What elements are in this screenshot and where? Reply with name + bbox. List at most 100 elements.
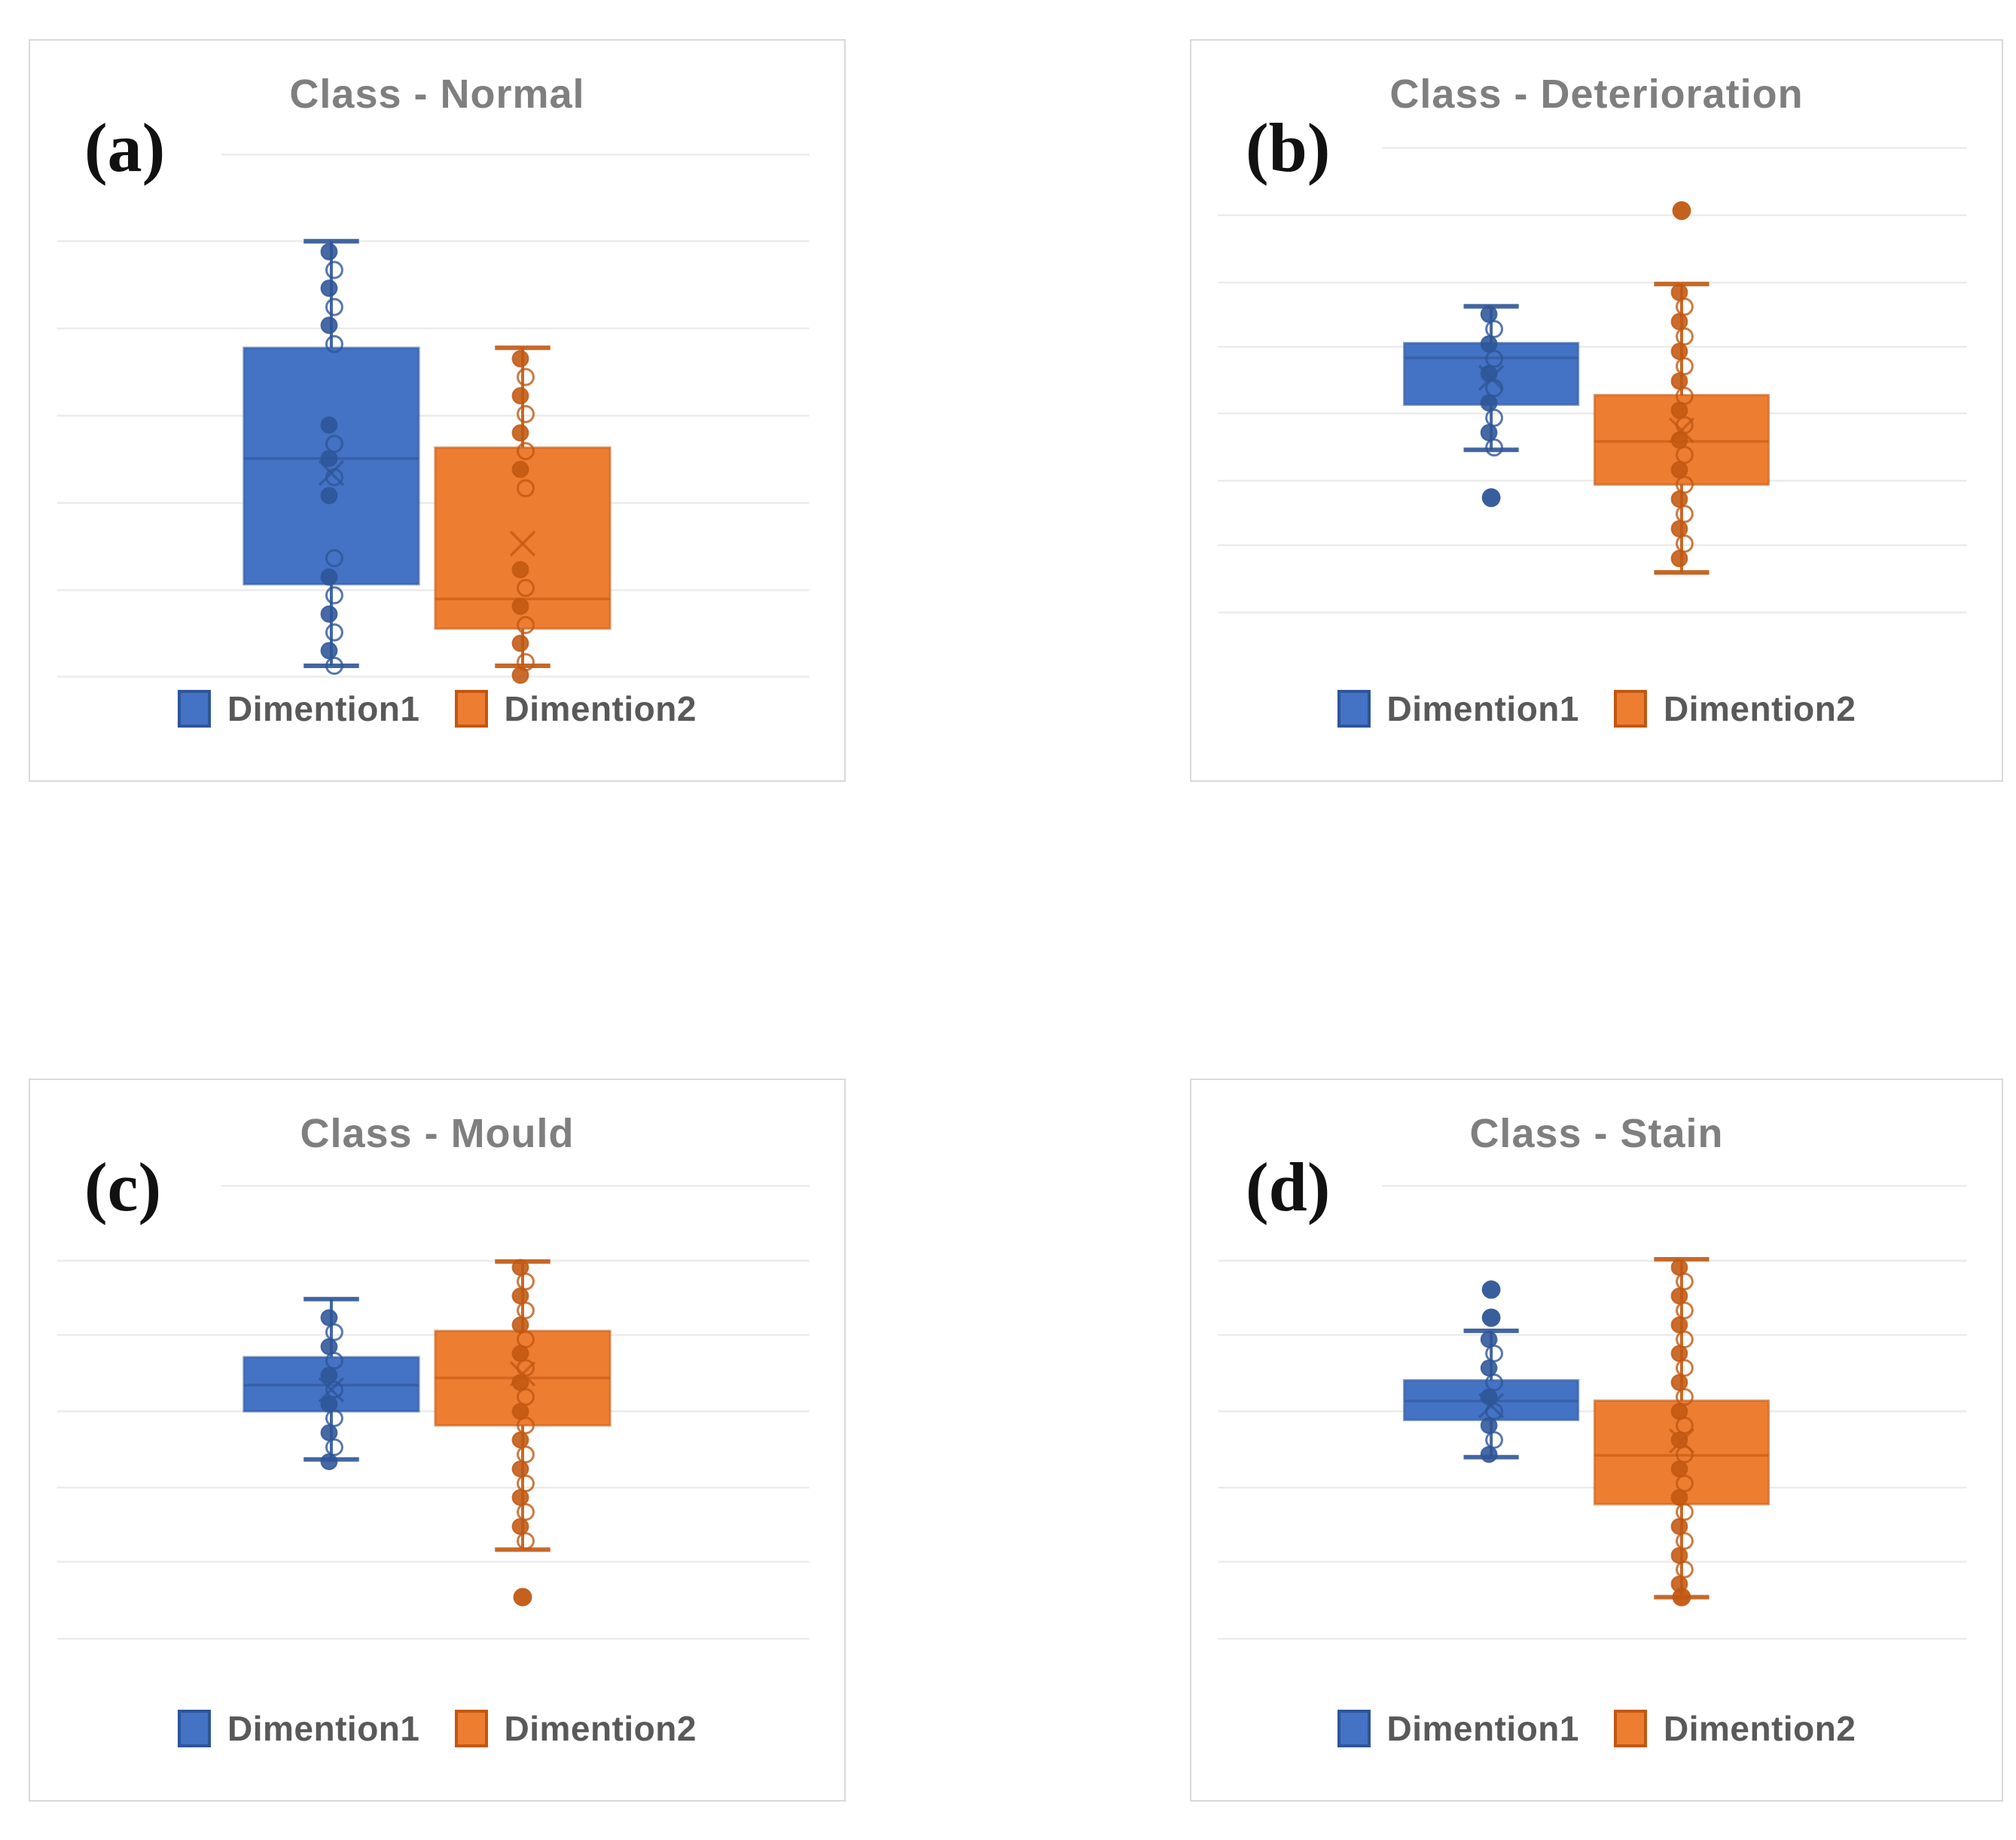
mean-x-marker: [1478, 365, 1505, 391]
data-point: [511, 424, 529, 442]
data-point: [320, 642, 338, 660]
data-point: [320, 1453, 338, 1470]
mean-x-marker: [1668, 1428, 1695, 1454]
data-point: [325, 334, 343, 353]
data-point: [325, 1351, 343, 1370]
data-point: [517, 1474, 535, 1493]
data-point: [517, 1416, 535, 1435]
data-point: [1670, 461, 1688, 479]
data-point: [1676, 327, 1694, 346]
data-point: [325, 261, 343, 279]
data-point: [1480, 1417, 1498, 1434]
data-point: [511, 1518, 529, 1535]
data-point: [320, 1309, 338, 1326]
legend-label-dimention2: Dimention2: [504, 1709, 697, 1748]
outlier-point: [1481, 488, 1501, 508]
data-point: [517, 404, 535, 423]
data-point: [1676, 357, 1694, 376]
legend-label-dimention2: Dimention2: [1664, 1709, 1856, 1748]
boxplot-chart: [1218, 147, 1967, 614]
data-point: [511, 1344, 529, 1362]
data-point: [325, 586, 343, 605]
data-point: [1670, 401, 1688, 420]
legend-item-dimention1: Dimention1: [178, 1708, 419, 1749]
chart-title: Class - Stain: [1469, 1111, 1724, 1156]
data-point: [1485, 349, 1503, 368]
data-point: [1480, 335, 1498, 353]
legend-swatch-dimention1: [178, 690, 212, 728]
data-point: [1480, 1359, 1498, 1377]
data-point: [511, 1287, 529, 1304]
data-point: [1670, 1316, 1688, 1334]
data-point: [325, 656, 343, 675]
data-point: [1676, 1359, 1694, 1377]
data-point: [511, 1316, 529, 1334]
data-point: [1670, 372, 1688, 390]
legend: Dimention1 Dimention2: [1191, 1708, 2002, 1749]
data-point: [1485, 408, 1503, 427]
panel-class-deterioration: Class - Deterioration (b) Dimention1 Dim…: [1190, 39, 2003, 782]
mean-x-marker: [318, 1377, 345, 1402]
data-point: [517, 1503, 535, 1521]
legend-swatch-dimention1: [1337, 1710, 1371, 1747]
mean-x-marker: [509, 530, 536, 557]
legend-swatch-dimention2: [1614, 1710, 1647, 1747]
data-point: [1670, 1374, 1688, 1391]
data-point: [517, 1388, 535, 1406]
panel-letter-label: (b): [1246, 109, 1331, 186]
legend-item-dimention2: Dimention2: [1614, 1708, 1856, 1749]
data-point: [320, 316, 338, 334]
legend-swatch-dimention2: [454, 690, 488, 728]
legend-item-dimention2: Dimention2: [454, 1708, 697, 1749]
data-point: [511, 387, 529, 405]
data-point: [1676, 298, 1694, 316]
legend: Dimention1 Dimention2: [30, 1708, 844, 1749]
legend-item-dimention1: Dimention1: [1337, 1708, 1579, 1749]
data-point: [1676, 1272, 1694, 1291]
data-point: [1670, 313, 1688, 331]
data-point: [511, 634, 529, 652]
panel-class-stain: Class - Stain (d) Dimention1 Dimention2: [1190, 1079, 2003, 1802]
chart-title: Class - Normal: [289, 72, 585, 117]
data-point: [1485, 319, 1503, 338]
data-point: [1670, 490, 1688, 508]
data-point: [1670, 1287, 1688, 1304]
mean-x-marker: [509, 1361, 536, 1387]
panel-class-normal: Class - Normal (a) Dimention1 Dimention2: [29, 39, 846, 782]
data-point: [1676, 534, 1694, 553]
boxplot-chart: [56, 1185, 810, 1640]
data-point: [325, 298, 343, 316]
data-point: [320, 416, 338, 434]
data-point: [320, 568, 338, 586]
data-point: [511, 349, 529, 368]
data-point: [1676, 1561, 1694, 1579]
data-point: [325, 1438, 343, 1457]
data-point: [517, 1532, 535, 1550]
data-point: [1676, 1388, 1694, 1406]
data-point: [517, 441, 535, 461]
data-point: [1676, 446, 1694, 465]
data-point: [511, 666, 529, 684]
data-point: [1485, 438, 1503, 457]
legend-item-dimention2: Dimention2: [1614, 688, 1856, 729]
data-point: [1485, 1431, 1503, 1449]
data-point: [1485, 1344, 1503, 1362]
data-point: [320, 279, 338, 298]
data-point: [1676, 1416, 1694, 1435]
legend: Dimention1 Dimention2: [30, 688, 844, 729]
data-point: [1670, 1344, 1688, 1362]
data-point: [511, 1489, 529, 1506]
data-point: [1480, 394, 1498, 412]
data-point: [1670, 1489, 1688, 1506]
data-point: [517, 1272, 535, 1291]
data-point: [1670, 1518, 1688, 1535]
data-point: [325, 1323, 343, 1341]
panel-class-mould: Class - Mould (c) Dimention1 Dimention2: [29, 1079, 846, 1802]
legend-label-dimention2: Dimention2: [1664, 689, 1856, 728]
mean-x-marker: [318, 459, 345, 487]
legend-label-dimention1: Dimention1: [1386, 689, 1579, 728]
legend: Dimention1 Dimention2: [1191, 688, 2002, 729]
legend-swatch-dimention1: [1337, 690, 1371, 728]
boxplot-chart: [1218, 1185, 1967, 1640]
